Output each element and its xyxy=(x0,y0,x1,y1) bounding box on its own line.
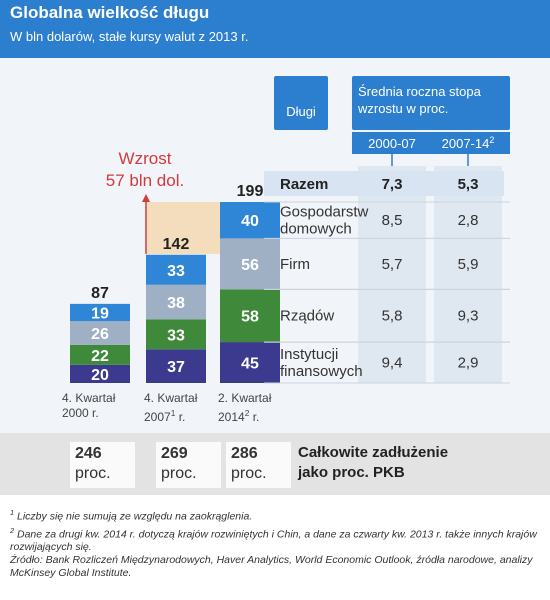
table-header-left: Długi xyxy=(286,104,316,119)
table-row-label: Firm xyxy=(280,256,310,273)
footnote-text: Liczby się nie sumują ze względu na zaok… xyxy=(14,510,253,523)
source-note: Źródło: Bank Rozliczeń Międzynarodowych,… xyxy=(10,554,533,579)
header-dlugi-box xyxy=(274,76,328,130)
table-header-group-line: wzrostu w proc. xyxy=(357,101,448,116)
bar-segment-label: 26 xyxy=(91,326,109,343)
table-row-label: Rządów xyxy=(280,308,334,325)
chart-title: Globalna wielkość długu xyxy=(10,3,210,22)
total-row-bg xyxy=(264,171,504,196)
bar-segment-label: 20 xyxy=(91,367,109,384)
bar-segment xyxy=(146,254,206,285)
total-row-value: 5,3 xyxy=(458,176,479,193)
table-header-group-line: Średnia roczna stopa xyxy=(358,84,482,99)
plot-area: Długi Średnia roczna stopa wzrostu w proc.… xyxy=(0,58,550,433)
header-bar xyxy=(0,0,550,58)
bar-segment xyxy=(146,319,206,350)
chart-subtitle: W bln dolarów, stałe kursy walut z 2013 … xyxy=(10,29,249,44)
table-row-value: 2,8 xyxy=(458,212,479,229)
bar-segment xyxy=(70,321,130,345)
growth-annotation: Wzrost xyxy=(119,149,172,168)
gdp-ratio-unit: proc. xyxy=(75,465,111,482)
gdp-ratio-cell: 286 proc. xyxy=(226,442,291,488)
header-group-box xyxy=(352,76,510,130)
bar-segment-label: 40 xyxy=(241,213,259,230)
growth-arrow-head xyxy=(142,194,150,202)
category-label-line: 4. Kwartał xyxy=(144,391,198,405)
bar-segment-label: 45 xyxy=(241,356,259,373)
bar-segment xyxy=(70,364,130,383)
gdp-ratio-value: 269 xyxy=(161,445,188,462)
bar-segment-label: 38 xyxy=(167,295,185,312)
gdp-ratio-value: 286 xyxy=(231,445,258,462)
gdp-ratio-cell: 269 proc. xyxy=(156,442,221,488)
column-header-bar xyxy=(352,132,510,154)
gdp-ratio-unit: proc. xyxy=(161,465,197,482)
table-row-label: finansowych xyxy=(280,363,363,380)
table-row-label: domowych xyxy=(280,221,352,238)
table-row-value: 5,9 xyxy=(458,256,479,273)
bar-segment xyxy=(146,349,206,383)
bar-segment-label: 22 xyxy=(91,348,109,365)
bar-segment-label: 56 xyxy=(241,257,259,274)
total-row-label: Razem xyxy=(280,176,328,193)
bar-segment-label: 33 xyxy=(167,327,185,344)
table-row-value: 9,4 xyxy=(382,355,403,372)
bar-segment xyxy=(220,289,280,343)
category-label: 4. Kwartał 2000 r. xyxy=(62,391,115,421)
table-row-value: 8,5 xyxy=(382,212,403,229)
table-row-value: 9,3 xyxy=(458,308,479,325)
footnote-1: 1 Liczby się nie sumują ze względu na za… xyxy=(10,506,540,524)
category-label-line: 20071 r. xyxy=(144,408,186,424)
bar-segment xyxy=(70,303,130,322)
bar-segment xyxy=(220,238,280,290)
gdp-ratio-value: 246 xyxy=(75,445,102,462)
category-label: 2. Kwartał 20142 r. xyxy=(218,391,271,425)
bar-segment-label: 19 xyxy=(91,306,109,323)
category-label-sup: 1 xyxy=(170,408,176,418)
footnotes: 1 Liczby się nie sumują ze względu na za… xyxy=(10,506,540,580)
bar-segment xyxy=(70,344,130,365)
footnote-text: Dane za drugi kw. 2014 r. dotyczą krajów… xyxy=(10,528,537,553)
bar-total-label: 142 xyxy=(163,236,190,253)
gdp-ratio-label-line: jako proc. PKB xyxy=(298,464,405,481)
footnote-2: 2 Dane za drugi kw. 2014 r. dotyczą kraj… xyxy=(10,524,540,555)
total-row-value: 7,3 xyxy=(382,176,403,193)
gdp-ratio-label: Całkowite zadłużenie jako proc. PKB xyxy=(298,443,448,483)
category-label: 4. Kwartał 20071 r. xyxy=(144,391,197,425)
column-header-sup: 2 xyxy=(489,135,494,145)
bar-segment-label: 33 xyxy=(167,263,185,280)
gdp-ratio-cell: 246 proc. xyxy=(70,442,135,488)
category-label-line: 4. Kwartał xyxy=(62,391,116,405)
gdp-ratio-unit: proc. xyxy=(231,465,267,482)
bar-segment-label: 58 xyxy=(241,309,259,326)
footnote-marker: 1 xyxy=(10,508,15,517)
bar-segment-label: 37 xyxy=(167,359,185,376)
table-row-label: Gospodarstw xyxy=(280,204,369,221)
column-header: 2007-142 xyxy=(442,135,495,151)
table-column-bg xyxy=(358,166,426,383)
table-column-bg xyxy=(434,166,502,383)
table-row-label: Instytucji xyxy=(280,346,338,363)
category-label-line: 2000 r. xyxy=(62,406,99,420)
table-row-value: 5,8 xyxy=(382,308,403,325)
stacked-bar-chart: Długi Średnia roczna stopa wzrostu w proc.… xyxy=(70,76,510,384)
footnote-marker: 2 xyxy=(10,525,15,535)
bar-total-label: 199 xyxy=(237,183,264,200)
bar-segment xyxy=(146,284,206,320)
table-row-value: 5,7 xyxy=(382,256,403,273)
category-label-line: 2. Kwartał xyxy=(218,391,272,405)
category-label-line: 20142 r. xyxy=(218,408,260,424)
bar-segment xyxy=(220,342,280,383)
table-row-value: 2,9 xyxy=(458,355,479,372)
category-label-sup: 2 xyxy=(244,408,250,418)
bar-total-label: 87 xyxy=(91,285,109,302)
gdp-ratio-label-line: Całkowite zadłużenie xyxy=(298,444,449,461)
column-header: 2000-07 xyxy=(368,136,416,151)
bar-segment xyxy=(220,202,280,239)
growth-annotation: 57 bln dol. xyxy=(106,171,184,190)
